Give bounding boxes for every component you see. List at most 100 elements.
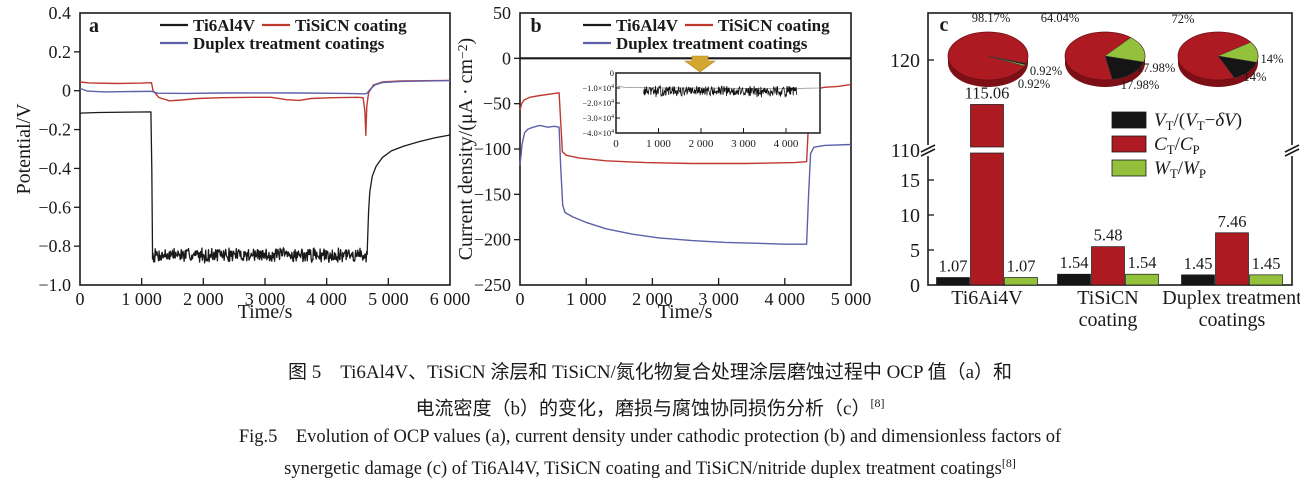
legend-label: TiSiCN coating [718,16,830,35]
panel-letter-a: a [89,15,99,37]
y-tick-label: 0 [62,81,71,101]
pie-slice-1 [987,55,1026,67]
bar-wt-2 [1249,274,1283,286]
x-tick-label: 3 000 [245,289,286,309]
y-tick-label: 50 [493,3,511,23]
pie-slice-1 [1104,55,1145,80]
inset-x-tick-label: 4 000 [774,138,799,150]
axis-break-gap [1286,145,1298,156]
x-tick-label: 1 000 [566,289,607,309]
caption-cn-line2: 电流密度（b）的变化，磨损与腐蚀协同损伤分析（c）[8] [415,396,885,420]
series-duplex-treatment-coatings [519,124,852,245]
legend-label: Duplex treatment coatings [616,34,808,53]
x-tick-label: 2 000 [183,289,224,309]
pie-depth [948,56,1028,87]
bar-ct-1 [1091,246,1125,286]
x-tick-label: 5 000 [831,289,872,309]
x-tick-label: 2 000 [632,289,673,309]
pie-label: 98.17% [972,11,1011,25]
panel-letter-b: b [530,15,541,37]
inset-y-tick-label: 0 [610,68,614,78]
x-tick-label: 3 000 [698,289,739,309]
bar-value-label: 7.46 [1218,212,1247,231]
y-tick-label: 0.4 [49,3,72,23]
inset-x-tick-label: 1 000 [646,138,671,150]
legend-swatch-ct [1111,135,1147,153]
y-tick-label: 0 [910,275,920,297]
pie-label: 17.98% [1121,78,1160,92]
pie-label: 14% [1244,70,1267,84]
figure-caption: 图 5 Ti6Al4V、TiSiCN 涂层和 TiSiCN/氮化物复合处理涂层磨… [0,357,1300,482]
x-tick-label: 0 [76,289,85,309]
panel-b-inset: 0 1 000 2 000 3 000 4 000 0 −1.0×104 −2.0×104 −3… [582,68,821,150]
category-label-1: TiSiCN [1077,287,1139,309]
bar-value-label: 1.45 [1184,254,1213,273]
series-ti6al4v [79,111,451,264]
panel-b: 0 1 000 2 000 3 000 4 000 5 000 50 0 −50 −100 −150… [455,3,871,323]
pie-0: 98.17% 0.92%0.92% [947,11,1062,91]
y-tick-label: −0.4 [38,158,71,178]
x-tick-label: 6 000 [430,289,471,309]
bar-value-label: 1.54 [1128,253,1157,272]
legend-label: Ti6Al4V [193,16,256,35]
down-arrow-icon [684,55,716,73]
x-tick-label: 0 [516,289,525,309]
axis-break-mark [920,144,936,153]
x-tick-label: 5 000 [368,289,409,309]
legend-swatch-wt [1111,159,1147,177]
panel-letter-c: c [940,14,949,36]
bar-value-label: 115.06 [965,83,1010,102]
inset-y-tick-label: −2.0×104 [582,98,614,108]
x-axis-title: Time/s [238,301,293,323]
inset-box [615,72,821,134]
y-tick-label: 15 [900,170,920,192]
bar-value-label: 1.54 [1060,253,1089,272]
inset-series-Ti6Al4V [643,84,797,98]
bar-value-label: 5.48 [1094,226,1123,245]
y-tick-label: 110 [891,140,920,162]
axis-break-gap [922,145,934,156]
bar-vt-2 [1181,274,1215,286]
pie-label: 0.92% [1030,64,1062,78]
plot-box [79,12,451,286]
bar-value-label: 1.07 [1007,257,1036,276]
panel-a: 0 1 000 2 000 3 000 4 000 5 000 6 000 0.4 0.2 0 −0… [13,3,470,323]
legend-label-vt: VT/(VT−δV) [1154,110,1242,133]
category-label-1: coating [1079,309,1138,331]
bar-wt-1 [1125,273,1159,286]
caption-cn-line1: 图 5 Ti6Al4V、TiSiCN 涂层和 TiSiCN/氮化物复合处理涂层磨… [287,362,1013,383]
y-tick-label: 120 [890,50,920,72]
axis-break-mark [1284,148,1300,157]
pie-slice-0 [1104,37,1146,63]
pie-depth [1065,56,1145,87]
series-duplex-treatment-coatings [79,79,451,95]
inset-x-tick-label: 0 [613,138,619,150]
pie-2: 72% 14% 14% [1172,12,1284,87]
bar-wt-0 [1004,277,1038,286]
axis-break-mark [920,148,936,157]
bar-vt-0 [936,277,970,286]
pie-label: 72% [1172,12,1195,26]
bar-ct-0-lower [970,152,1004,286]
x-tick-label: 4 000 [765,289,806,309]
pie-label: 14% [1261,52,1284,66]
y-tick-label: −1.0 [38,275,71,295]
caption-en-line2: synergetic damage (c) of Ti6Al4V, TiSiCN… [284,456,1016,480]
legend-label-wt: WT/WP [1154,158,1206,181]
pie-depth [1178,56,1258,87]
y-tick-label: −50 [483,94,511,114]
legend-label: Ti6Al4V [616,16,679,35]
y-tick-label: −0.2 [38,120,71,140]
y-tick-label: −200 [474,230,511,250]
legend-label: TiSiCN coating [295,16,407,35]
category-label-0: Ti6Ai4V [951,287,1023,309]
bar-vt-1 [1057,273,1091,286]
pie-slice-1 [1217,55,1257,79]
x-tick-label: 4 000 [306,289,347,309]
pie-label: 17.98% [1137,61,1176,75]
y-axis-title: Potential/V [13,103,35,195]
category-label-2: Duplex treatment [1162,287,1300,309]
caption-en-line1: Fig.5 Evolution of OCP values (a), curre… [238,427,1062,448]
